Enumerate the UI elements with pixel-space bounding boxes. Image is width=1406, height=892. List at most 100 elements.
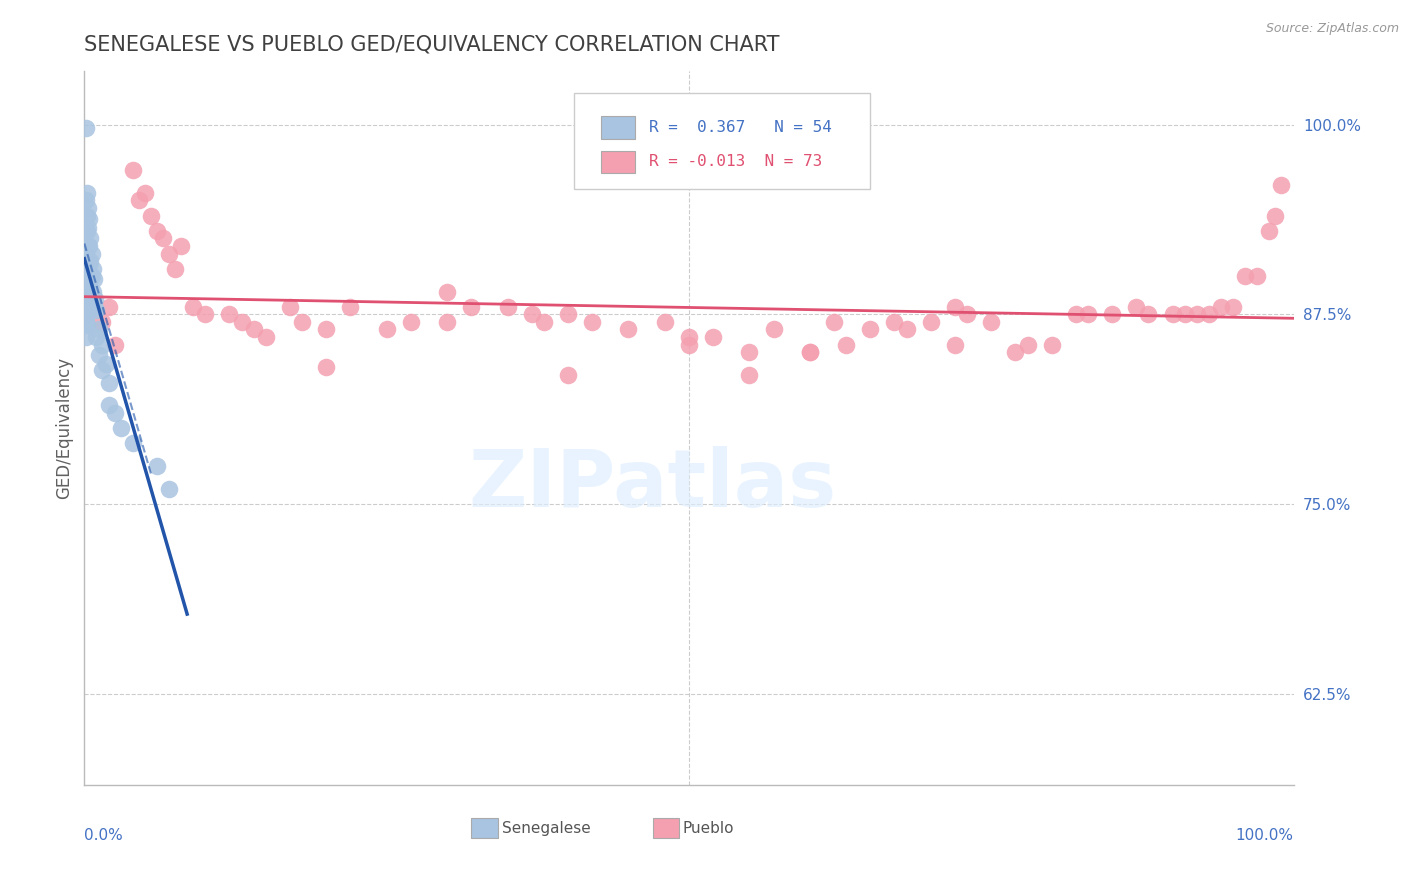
Text: 0.0%: 0.0% [84, 828, 124, 843]
Point [87, 322, 110, 336]
Point [75, 194, 97, 208]
Point [231, 315, 253, 329]
Point [77, 254, 100, 268]
Point [883, 315, 905, 329]
Point [84, 292, 107, 306]
Text: SENEGALESE VS PUEBLO GED/EQUIVALENCY CORRELATION CHART: SENEGALESE VS PUEBLO GED/EQUIVALENCY COR… [84, 35, 780, 54]
Point [943, 300, 966, 314]
Point [76, 254, 98, 268]
Point [83, 272, 105, 286]
Point [97, 300, 120, 314]
Point [1174, 307, 1197, 321]
Point [82, 261, 104, 276]
Point [1004, 345, 1026, 359]
Point [128, 194, 150, 208]
Point [943, 337, 966, 351]
Point [1209, 300, 1232, 314]
Text: Source: ZipAtlas.com: Source: ZipAtlas.com [1265, 22, 1399, 36]
Point [91, 315, 114, 329]
Point [139, 209, 162, 223]
Point [823, 315, 845, 329]
Point [76, 285, 98, 299]
Point [76, 318, 98, 332]
Point [375, 322, 398, 336]
Point [75, 120, 97, 135]
Point [1198, 307, 1220, 321]
Point [1064, 307, 1087, 321]
Point [533, 315, 555, 329]
Point [82, 285, 104, 299]
Point [315, 322, 337, 336]
Point [799, 345, 821, 359]
Point [738, 345, 761, 359]
Point [87, 348, 110, 362]
Text: R =  0.367   N = 54: R = 0.367 N = 54 [650, 120, 832, 136]
Point [76, 296, 98, 310]
Point [75, 261, 97, 276]
Point [1077, 307, 1099, 321]
Point [77, 201, 100, 215]
Point [762, 322, 785, 336]
Point [254, 330, 277, 344]
Point [77, 302, 100, 317]
Point [97, 376, 120, 390]
Point [1222, 300, 1244, 314]
Point [91, 363, 114, 377]
Point [77, 257, 100, 271]
Point [110, 421, 132, 435]
Point [581, 315, 603, 329]
Point [980, 315, 1002, 329]
Point [104, 406, 127, 420]
Point [194, 307, 217, 321]
Point [157, 246, 180, 260]
Point [436, 315, 458, 329]
FancyBboxPatch shape [600, 116, 634, 139]
FancyBboxPatch shape [652, 819, 679, 838]
Point [654, 315, 676, 329]
Point [80, 269, 103, 284]
Point [315, 360, 337, 375]
Point [496, 300, 519, 314]
Point [1246, 269, 1268, 284]
Point [460, 300, 482, 314]
Point [121, 163, 143, 178]
Text: ZIPatlas: ZIPatlas [468, 446, 837, 524]
Point [557, 368, 579, 382]
Point [77, 239, 100, 253]
Point [1161, 307, 1184, 321]
Point [76, 186, 98, 200]
Point [859, 322, 882, 336]
Point [77, 211, 100, 226]
Point [399, 315, 422, 329]
Point [896, 322, 918, 336]
Point [242, 322, 264, 336]
Point [1264, 209, 1286, 223]
Point [278, 300, 301, 314]
Point [520, 307, 543, 321]
Point [77, 285, 100, 299]
Point [165, 261, 187, 276]
Point [678, 337, 700, 351]
Point [75, 224, 97, 238]
Point [557, 307, 579, 321]
Point [75, 330, 97, 344]
Point [86, 330, 108, 344]
Y-axis label: GED/Equivalency: GED/Equivalency [55, 357, 73, 500]
Point [79, 254, 101, 268]
Point [75, 277, 97, 291]
Point [835, 337, 858, 351]
Point [956, 307, 979, 321]
Point [77, 269, 100, 284]
Point [152, 231, 174, 245]
FancyBboxPatch shape [471, 819, 498, 838]
Point [80, 246, 103, 260]
Point [1137, 307, 1160, 321]
Point [1017, 337, 1039, 351]
Point [77, 277, 100, 291]
Point [134, 186, 156, 200]
Point [1270, 178, 1292, 193]
Point [170, 239, 193, 253]
Point [1040, 337, 1063, 351]
Point [436, 285, 458, 299]
Point [738, 368, 761, 382]
